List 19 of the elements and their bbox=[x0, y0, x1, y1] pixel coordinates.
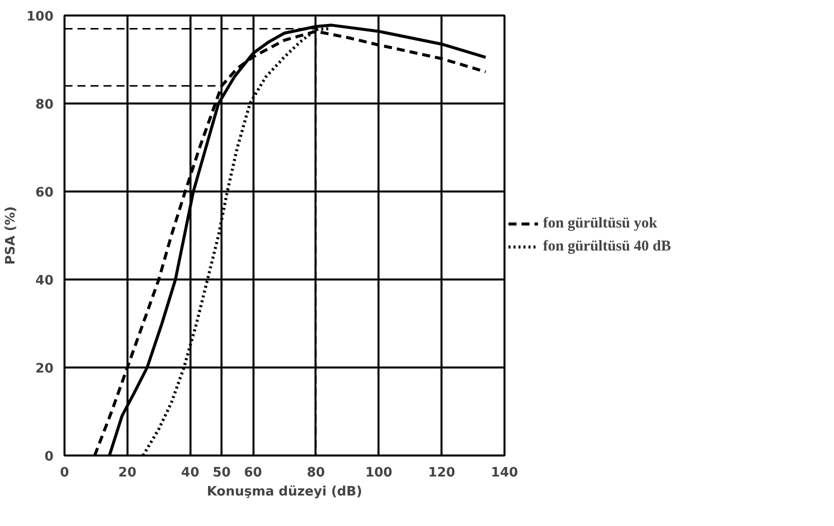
y-tick-label: 40 bbox=[35, 274, 54, 288]
y-tick-label: 60 bbox=[35, 186, 54, 200]
y-tick-label: 100 bbox=[26, 10, 54, 24]
y-tick-label: 80 bbox=[35, 98, 54, 112]
x-tick-label: 120 bbox=[428, 466, 456, 480]
legend-label: fon gürültüsü 40 dB bbox=[543, 238, 671, 255]
y-tick-label: 0 bbox=[44, 450, 54, 464]
x-tick-label: 100 bbox=[365, 466, 392, 480]
x-tick-label: 80 bbox=[306, 466, 325, 480]
y-tick-label: 20 bbox=[35, 362, 54, 376]
legend-label: fon gürültüsü yok bbox=[543, 215, 658, 232]
x-tick-label: 50 bbox=[212, 466, 231, 480]
x-tick-label: 140 bbox=[490, 466, 518, 480]
x-tick-label: 20 bbox=[118, 466, 136, 480]
x-tick-label: 40 bbox=[181, 466, 200, 480]
x-tick-label: 0 bbox=[60, 466, 70, 480]
y-axis-title: PSA (%) bbox=[3, 206, 18, 265]
x-axis-title: Konuşma düzeyi (dB) bbox=[206, 484, 362, 500]
x-tick-label: 60 bbox=[244, 466, 262, 480]
